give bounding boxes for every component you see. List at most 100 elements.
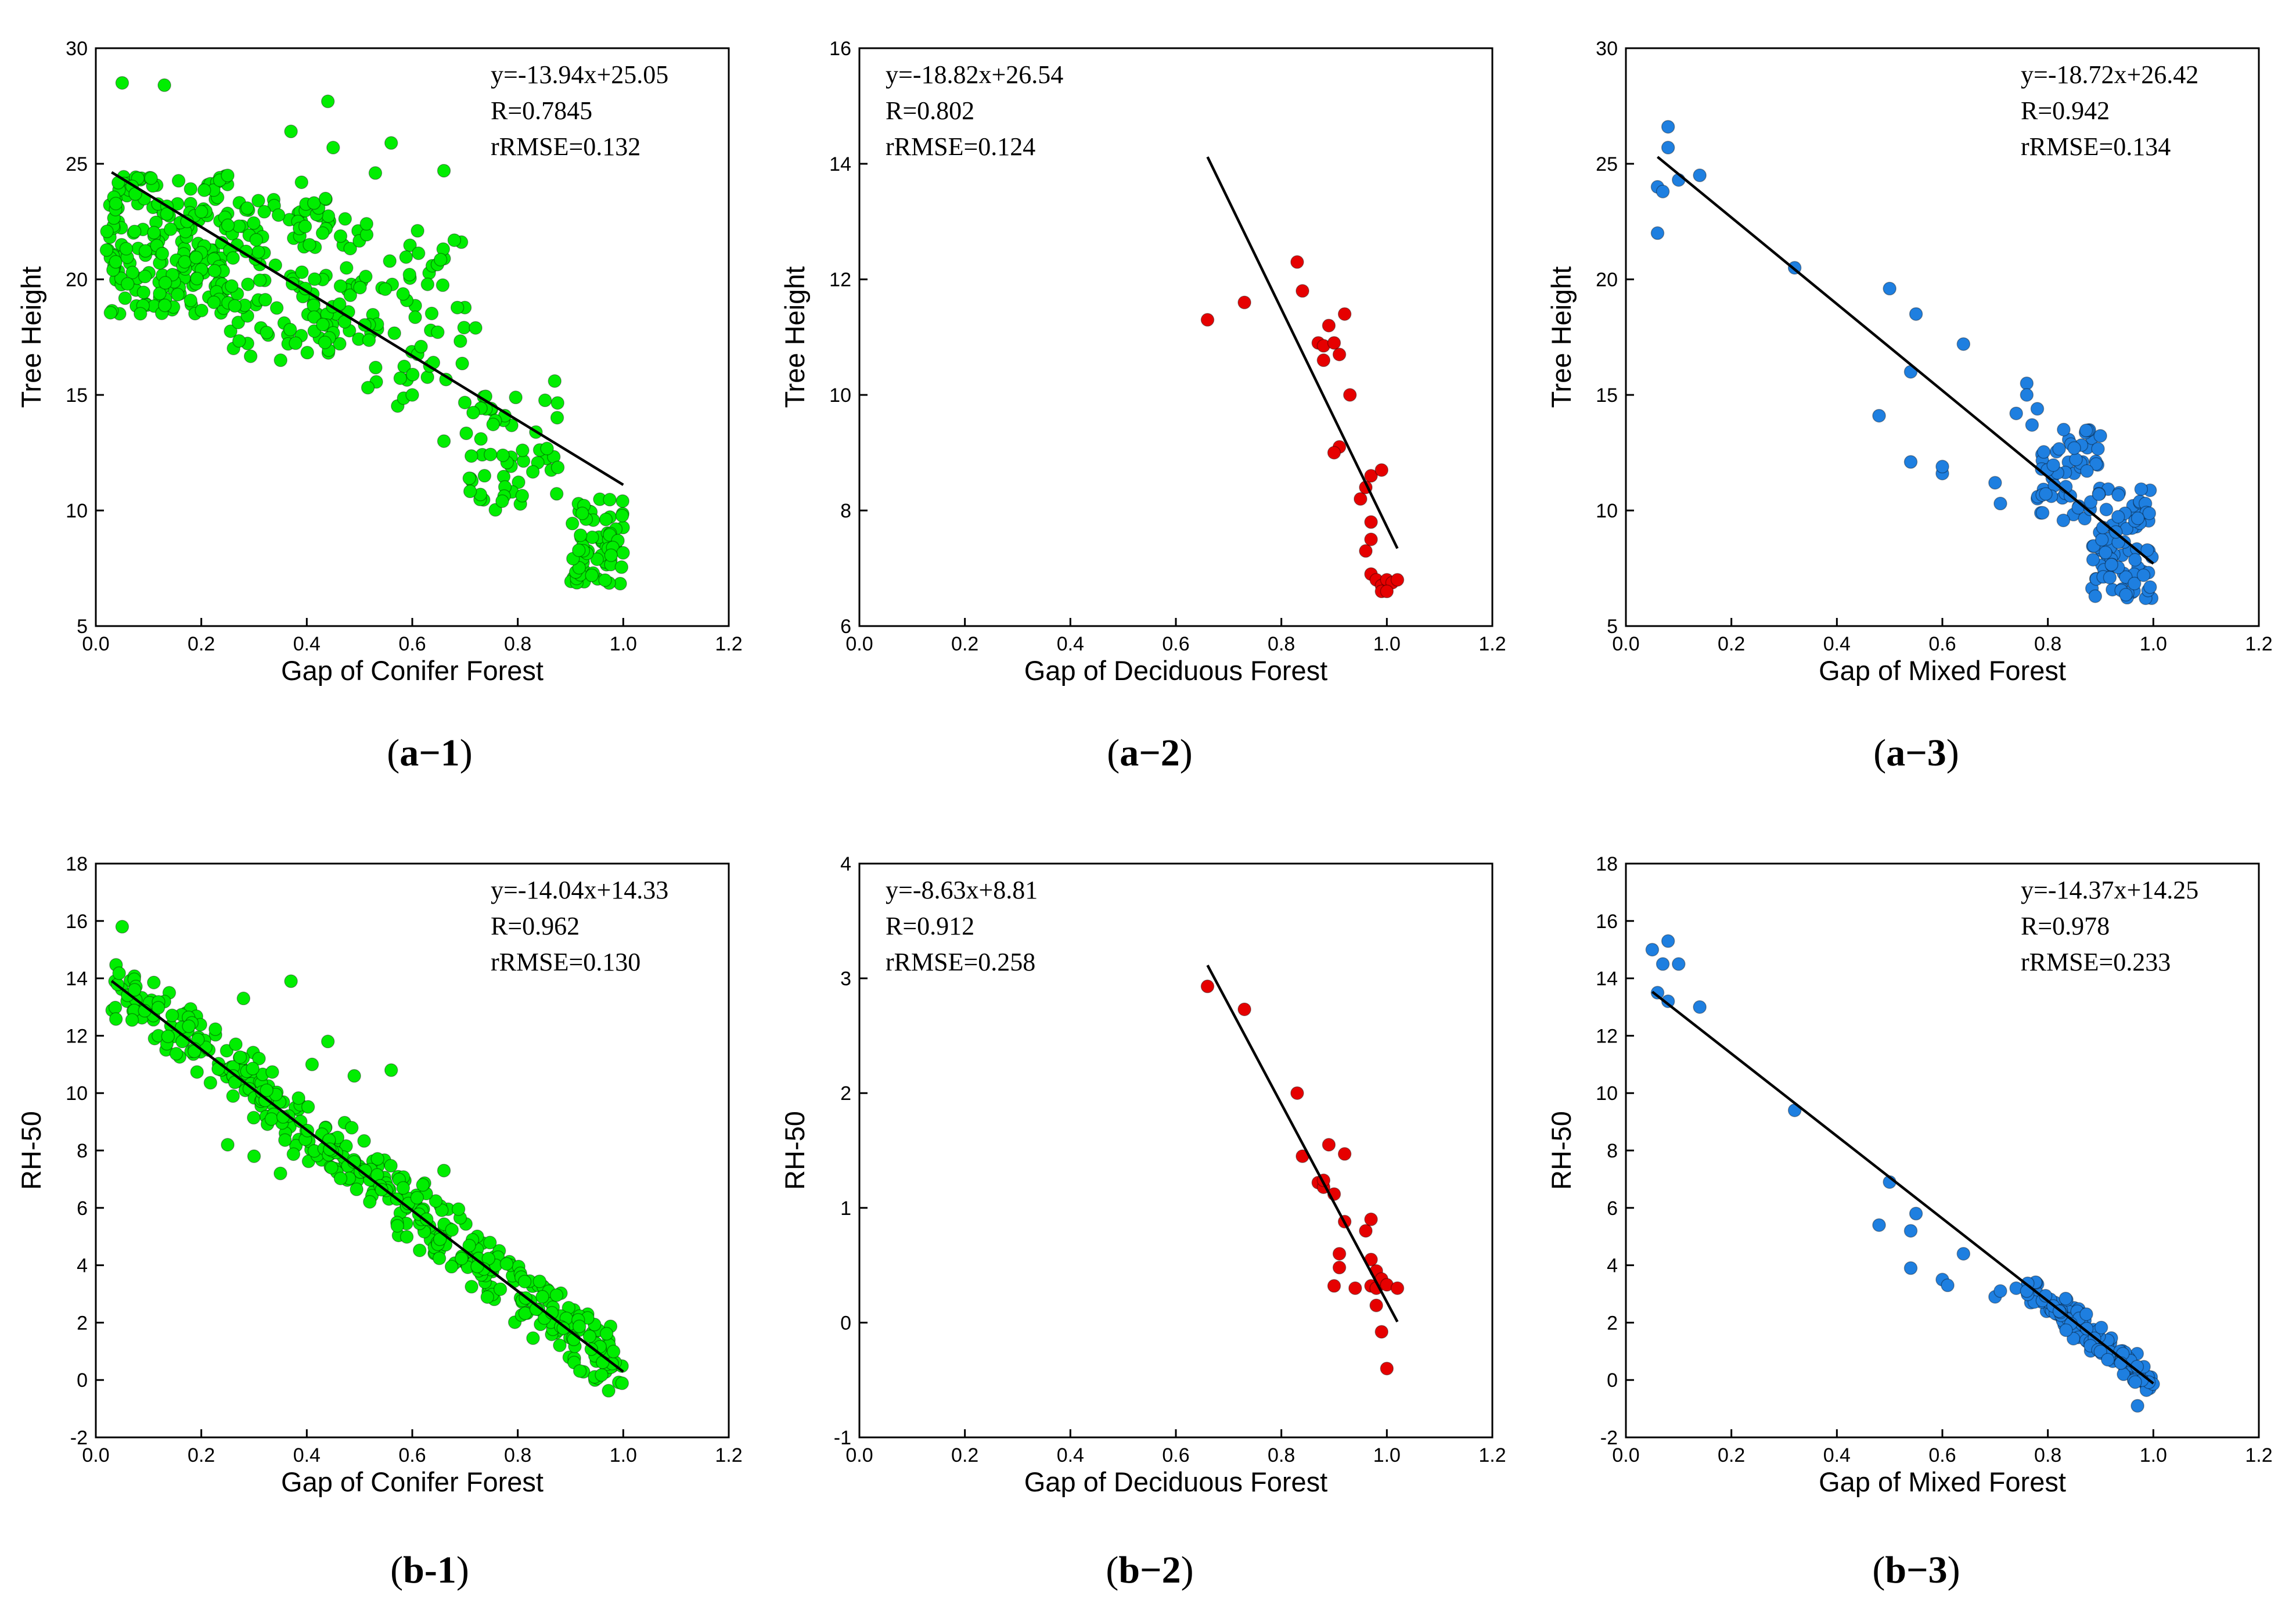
- scatter-point: [550, 461, 565, 474]
- scatter-point: [284, 124, 298, 139]
- scatter-point: [273, 1166, 287, 1181]
- scatter-point: [2119, 588, 2133, 602]
- y-tick-label: 10: [1596, 1083, 1618, 1105]
- y-axis-label: Tree Height: [779, 267, 810, 408]
- scatter-point: [2083, 495, 2098, 509]
- scatter-point: [493, 1282, 508, 1296]
- scatter-point: [1369, 1299, 1383, 1313]
- scatter-point: [2111, 488, 2125, 502]
- scatter-point: [292, 1091, 305, 1105]
- x-tick-label: 0.6: [1928, 1444, 1956, 1466]
- regression-line: [1206, 964, 1399, 1322]
- scatter-point: [437, 434, 451, 448]
- scatter-point: [1956, 1247, 1971, 1261]
- scatter-point: [155, 246, 170, 261]
- stat-line: y=-18.82x+26.54: [886, 60, 1063, 89]
- scatter-point: [118, 291, 132, 305]
- scatter-point: [226, 251, 240, 265]
- y-tick-label: 30: [1596, 38, 1618, 60]
- scatter-point: [225, 279, 239, 293]
- scatter-point: [477, 469, 492, 483]
- chart-b1: 0.0 0.2 0.4 0.6 0.8 1.0 1.2 -2 0 2 4 6 8 10 12 14 16 18 Ga…: [16, 853, 743, 1591]
- x-tick-label: 0.4: [1057, 1444, 1084, 1466]
- y-tick-label: 6: [1607, 1198, 1618, 1220]
- scatter-point: [318, 335, 332, 350]
- scatter-point: [144, 171, 158, 185]
- x-axis-label: Gap of Deciduous Forest: [1024, 1466, 1328, 1497]
- x-tick-label: 1.2: [715, 633, 742, 655]
- scatter-point: [295, 265, 309, 279]
- scatter-point: [399, 250, 413, 264]
- scatter-point: [606, 1344, 621, 1358]
- scatter-point: [2059, 1323, 2073, 1337]
- scatter-point: [464, 449, 478, 463]
- scatter-point: [384, 1063, 398, 1077]
- scatter-point: [1327, 336, 1341, 350]
- scatter-point: [369, 361, 383, 375]
- scatter-point: [1872, 1218, 1886, 1232]
- y-tick-label: 10: [1596, 500, 1618, 522]
- scatter-point: [1290, 1086, 1304, 1100]
- scatter-point: [2066, 1332, 2081, 1346]
- scatter-point: [1390, 1281, 1405, 1295]
- scatter-point: [397, 359, 411, 373]
- scatter-point: [316, 318, 330, 332]
- x-tick-label: 1.0: [2140, 1444, 2167, 1466]
- y-tick-label: 20: [66, 269, 88, 291]
- scatter-point: [178, 255, 192, 269]
- scatter-point: [1374, 1325, 1388, 1339]
- caption-paren: ): [1946, 732, 1959, 774]
- scatter-point: [345, 1121, 359, 1135]
- scatter-point: [599, 1326, 614, 1341]
- x-tick-label: 0.4: [1823, 633, 1851, 655]
- x-tick-label: 0.4: [293, 1444, 321, 1466]
- scatter-point: [315, 226, 330, 240]
- scatter-point: [2046, 458, 2060, 472]
- caption-label: a−3: [1886, 732, 1946, 774]
- scatter-point: [1295, 284, 1309, 298]
- scatter-point: [499, 1257, 514, 1271]
- scatter-point: [2069, 452, 2083, 466]
- scatter-point: [289, 336, 303, 350]
- scatter-point: [125, 1013, 139, 1027]
- scatter-point: [2059, 1292, 2073, 1306]
- scatter-point: [436, 278, 450, 292]
- scatter-point: [207, 264, 222, 278]
- scatter-point: [383, 254, 397, 268]
- scatter-point: [2093, 1344, 2107, 1358]
- scatter-point: [1956, 337, 1971, 351]
- scatter-point: [595, 1368, 609, 1382]
- scatter-point: [2079, 423, 2093, 437]
- y-tick-label: 16: [66, 911, 88, 933]
- scatter-point: [183, 182, 198, 196]
- scatter-point: [454, 334, 467, 348]
- x-tick-label: 0.4: [1057, 633, 1084, 655]
- y-tick-label: 0: [77, 1369, 88, 1392]
- scatter-point: [136, 285, 151, 300]
- y-axis-label: RH-50: [16, 1111, 46, 1190]
- scatter-point: [1988, 476, 2002, 490]
- scatter-point: [2131, 1398, 2144, 1413]
- scatter-point: [496, 448, 510, 462]
- scatter-point: [1872, 409, 1886, 423]
- scatter-point: [158, 299, 172, 312]
- scatter-point: [549, 1288, 564, 1302]
- scatter-point: [1374, 463, 1388, 477]
- scatter-point: [147, 976, 161, 990]
- scatter-point: [1941, 1278, 1955, 1292]
- x-tick-label: 0.6: [1928, 633, 1956, 655]
- scatter-point: [171, 287, 185, 302]
- y-tick-label: 25: [66, 153, 88, 175]
- caption-paren: (: [1106, 1549, 1118, 1591]
- scatter-point: [226, 1089, 240, 1103]
- y-tick-label: 10: [829, 384, 851, 407]
- scatter-point: [120, 277, 135, 291]
- scatter-point: [431, 325, 445, 339]
- scatter-point: [161, 1029, 175, 1044]
- x-tick-label: 0.2: [951, 1444, 978, 1466]
- scatter-point: [257, 204, 271, 219]
- scatter-point: [321, 1034, 335, 1049]
- stat-line: R=0.978: [2021, 912, 2110, 940]
- scatter-point: [1200, 979, 1215, 994]
- x-tick-label: 1.0: [2140, 633, 2167, 655]
